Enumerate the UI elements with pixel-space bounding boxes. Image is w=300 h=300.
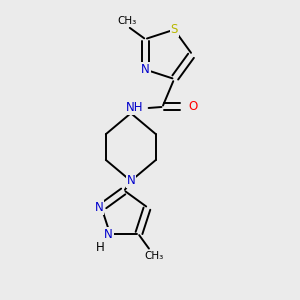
- Text: N: N: [127, 174, 135, 188]
- Text: S: S: [170, 23, 178, 36]
- Text: N: N: [141, 63, 150, 76]
- Text: NH: NH: [126, 101, 143, 114]
- Text: N: N: [95, 201, 103, 214]
- Text: CH₃: CH₃: [117, 16, 136, 26]
- Text: O: O: [188, 100, 197, 113]
- Text: CH₃: CH₃: [144, 251, 164, 261]
- Text: H: H: [96, 241, 105, 254]
- Text: N: N: [104, 228, 113, 241]
